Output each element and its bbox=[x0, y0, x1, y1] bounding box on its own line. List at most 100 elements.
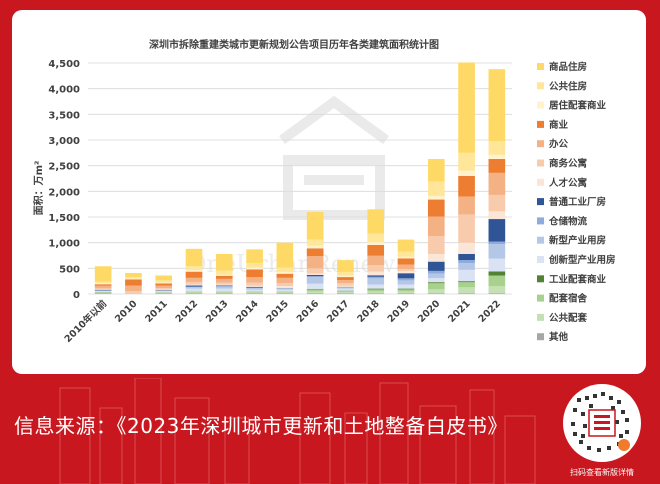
bar-segment bbox=[488, 194, 506, 212]
legend-swatch bbox=[537, 178, 544, 186]
qr-code[interactable] bbox=[563, 384, 641, 462]
bar-segment bbox=[337, 287, 354, 288]
bar-segment bbox=[397, 284, 415, 289]
bar-segment bbox=[488, 286, 506, 294]
legend-item: 公共配套 bbox=[537, 312, 588, 324]
legend-swatch bbox=[537, 140, 544, 148]
bar-segment bbox=[306, 268, 324, 274]
bar-segment bbox=[246, 287, 263, 289]
bar-segment bbox=[488, 154, 506, 159]
bar-segment bbox=[276, 289, 294, 292]
bar-segment bbox=[458, 253, 475, 261]
legend-label: 工业配套商业 bbox=[549, 273, 607, 285]
y-axis-ticks: 0 500 1,000 1,500 2,000 2,500 3,000 3,500 4,000 4… bbox=[48, 59, 80, 301]
legend-item: 其他 bbox=[537, 331, 569, 343]
bar-segment bbox=[367, 209, 385, 234]
legend-swatch bbox=[537, 63, 544, 70]
footer: 信息来源：《2023年深圳城市更新和土地整备白皮书》 扫码查看新版详情 bbox=[0, 378, 660, 484]
bar-segment bbox=[427, 283, 445, 290]
x-tick-label: 2015 bbox=[264, 298, 290, 324]
bar-segment bbox=[215, 288, 233, 292]
x-tick-label: 2012 bbox=[174, 298, 200, 324]
qr-code-icon bbox=[571, 392, 630, 452]
bar-segment bbox=[367, 291, 385, 294]
bar-segment bbox=[246, 263, 263, 268]
bar-segment bbox=[155, 282, 173, 284]
legend-label: 商品住房 bbox=[549, 61, 587, 73]
legend-swatch bbox=[537, 275, 544, 283]
bar-segment bbox=[215, 285, 233, 287]
legend-label: 配套宿舍 bbox=[549, 293, 588, 305]
bar-segment bbox=[246, 292, 263, 294]
bar-segment bbox=[185, 266, 203, 271]
x-tick-label: 2018 bbox=[355, 298, 382, 325]
bar-segment bbox=[488, 241, 506, 245]
y-tick-label: 4,500 bbox=[48, 59, 80, 70]
x-tick-label: 2011 bbox=[143, 298, 169, 324]
bar-segment bbox=[155, 290, 173, 292]
bar-segment bbox=[215, 284, 233, 286]
bar-segment bbox=[246, 293, 263, 294]
bar-segment bbox=[458, 287, 475, 294]
bar-segment bbox=[458, 170, 475, 176]
legend-label: 创新型产业用房 bbox=[548, 254, 616, 266]
legend-item: 工业配套商业 bbox=[537, 273, 607, 285]
bar-segment bbox=[185, 292, 203, 294]
bar-segment bbox=[94, 266, 112, 282]
bar-segment bbox=[306, 211, 324, 240]
legend-item: 配套宿舍 bbox=[537, 293, 588, 305]
bar-segment bbox=[94, 290, 112, 291]
bar-segment bbox=[155, 293, 173, 294]
y-tick-label: 2,000 bbox=[48, 187, 80, 198]
bar-segment bbox=[458, 269, 475, 282]
bar-segment bbox=[306, 239, 324, 246]
bar-segment bbox=[397, 251, 415, 257]
bar-segment bbox=[367, 288, 385, 290]
bar-segment bbox=[427, 158, 445, 182]
bar-segment bbox=[276, 293, 294, 294]
legend-label: 办公 bbox=[549, 138, 569, 150]
legend-item: 公共住房 bbox=[537, 80, 587, 92]
legend-label: 人才公寓 bbox=[549, 177, 587, 189]
bar-segment bbox=[215, 270, 233, 275]
bar-segment bbox=[367, 275, 385, 277]
bar-segment bbox=[458, 281, 475, 283]
bar-segment bbox=[367, 233, 385, 243]
bar-segment bbox=[125, 291, 142, 294]
bar-segment bbox=[125, 293, 142, 294]
bar-segment bbox=[215, 282, 233, 285]
bar-segment bbox=[427, 216, 445, 236]
bar-segment bbox=[215, 291, 233, 293]
legend-item: 办公 bbox=[537, 138, 569, 150]
legend-swatch bbox=[537, 256, 544, 263]
bar-segment bbox=[427, 181, 445, 196]
bar-segment bbox=[185, 287, 203, 289]
bar-segment bbox=[94, 293, 112, 294]
x-tick-label: 2017 bbox=[325, 298, 351, 324]
bar-segment bbox=[246, 286, 263, 288]
bar-segment bbox=[306, 289, 324, 292]
bar-segment bbox=[367, 278, 385, 285]
bar-segment bbox=[246, 288, 263, 290]
bar-segment bbox=[94, 289, 112, 291]
bar-segment bbox=[458, 282, 475, 288]
legend-item: 居住配套商业 bbox=[537, 100, 607, 112]
bar-segment bbox=[215, 275, 233, 279]
legend-label: 商业 bbox=[549, 119, 569, 131]
y-axis-label: 面积：万m² bbox=[32, 161, 45, 216]
legend-swatch bbox=[537, 159, 544, 167]
bar-segment bbox=[155, 290, 173, 291]
bar-segment bbox=[185, 288, 203, 292]
bar-segment bbox=[397, 293, 415, 294]
bar-segment bbox=[185, 284, 203, 286]
bar-segment bbox=[397, 291, 415, 294]
bar-segment bbox=[458, 293, 475, 294]
bar-segment bbox=[125, 285, 142, 292]
bar-segment bbox=[458, 62, 475, 153]
x-axis-ticks: 2010年以前 2010 2011 2012 2013 2014 2015 2016 2017 2… bbox=[62, 297, 503, 345]
bar-segment bbox=[185, 271, 203, 278]
bar-segment bbox=[458, 175, 475, 197]
y-tick-label: 1,000 bbox=[48, 239, 80, 250]
bar-segment bbox=[306, 273, 324, 276]
bar-segment bbox=[155, 285, 173, 289]
